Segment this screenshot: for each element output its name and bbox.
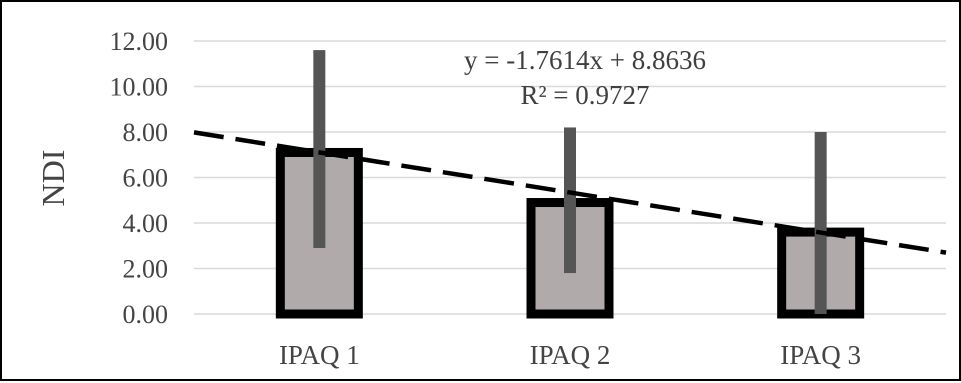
y-axis-title: NDI — [35, 150, 71, 207]
y-tick-label: 0.00 — [123, 300, 169, 329]
error-bar — [313, 50, 326, 249]
y-tick-label: 12.00 — [110, 27, 169, 56]
y-axis-ticks: 0.00 2.00 4.00 6.00 8.00 10.00 12.00 — [110, 27, 169, 329]
trendline-group — [193, 130, 947, 255]
x-axis-categories: IPAQ 1 IPAQ 2 IPAQ 3 — [279, 340, 861, 370]
y-tick-label: 4.00 — [123, 209, 169, 238]
y-tick-label: 8.00 — [123, 118, 169, 147]
x-category-label: IPAQ 3 — [780, 340, 861, 370]
trendline-equation: y = -1.7614x + 8.8636 — [464, 45, 706, 75]
y-tick-label: 6.00 — [123, 164, 169, 193]
x-category-label: IPAQ 2 — [530, 340, 611, 370]
y-tick-label: 10.00 — [110, 73, 169, 102]
error-bars — [313, 50, 827, 314]
trendline-r-squared: R² = 0.9727 — [520, 80, 649, 110]
y-tick-label: 2.00 — [123, 255, 169, 284]
error-bar — [564, 127, 576, 274]
trendline — [193, 130, 947, 255]
error-bar — [814, 132, 827, 314]
x-category-label: IPAQ 1 — [279, 340, 360, 370]
